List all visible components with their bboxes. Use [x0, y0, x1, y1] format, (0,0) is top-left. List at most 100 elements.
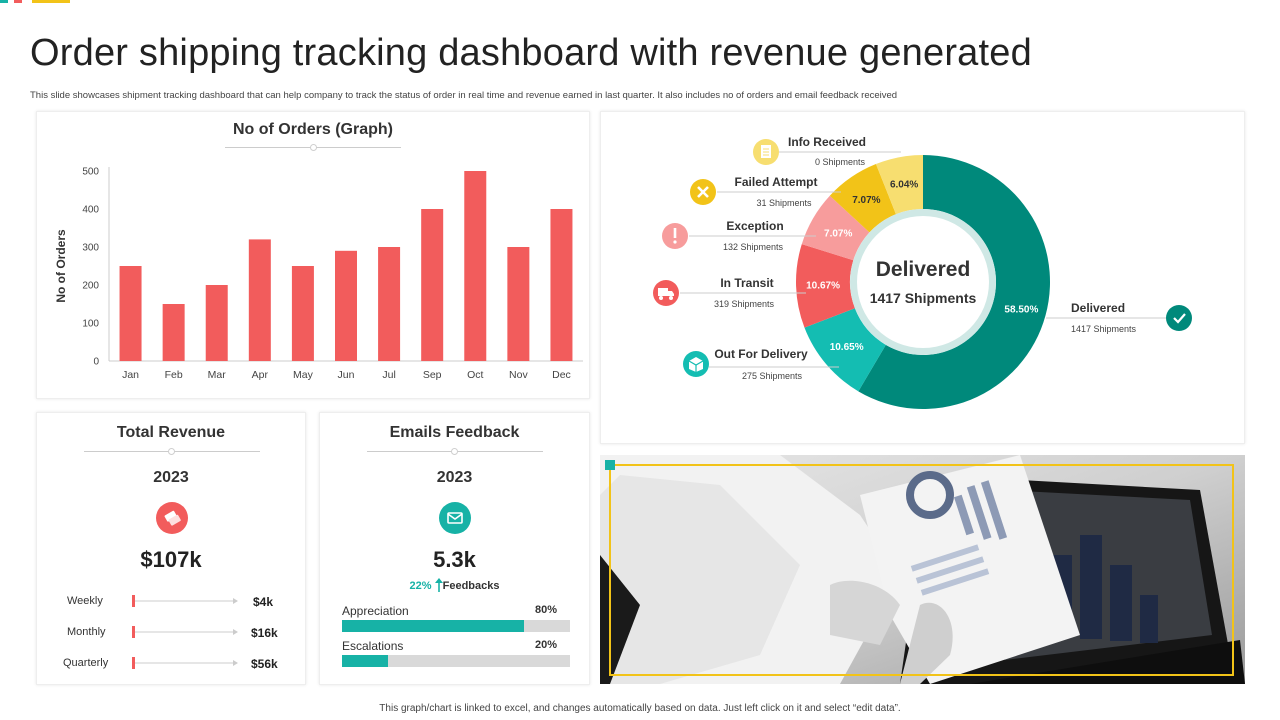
- up-arrow-icon: [434, 578, 443, 592]
- bar-apr[interactable]: [248, 239, 271, 361]
- donut-percent-label: 7.07%: [852, 195, 880, 206]
- callout-name: Failed Attempt: [735, 175, 818, 189]
- callout-shipments: 319 Shipments: [714, 299, 775, 309]
- donut-percent-label: 10.67%: [806, 281, 840, 292]
- page-subtitle: This slide showcases shipment tracking d…: [30, 90, 898, 101]
- bar-jun[interactable]: [335, 250, 357, 361]
- bar-nov[interactable]: [507, 247, 530, 361]
- bar-mar[interactable]: [205, 285, 228, 361]
- emails-year: 2023: [436, 469, 473, 486]
- feedback-growth-label: Feedbacks: [442, 580, 500, 592]
- donut-center: [857, 216, 989, 348]
- escalations-value: 20%: [535, 639, 558, 651]
- revenue-quarterly-value: $56k: [251, 657, 278, 671]
- bar-oct[interactable]: [464, 171, 487, 361]
- donut-percent-label: 10.65%: [830, 342, 864, 353]
- x-tick-label: Oct: [467, 369, 483, 381]
- bar-dec[interactable]: [550, 209, 573, 361]
- donut-slice-delivered[interactable]: [858, 155, 1050, 409]
- orders-bar-chart[interactable]: 0 100 200 300 400 500 No of Orders Jan Feb Mar Apr…: [37, 112, 591, 400]
- check-icon: [1166, 305, 1192, 331]
- revenue-monthly-label: Monthly: [67, 626, 106, 638]
- bar-may[interactable]: [291, 266, 314, 361]
- feedback-growth-value: 22%: [409, 580, 432, 592]
- revenue-title: Total Revenue: [116, 424, 226, 441]
- box-icon: [683, 351, 709, 377]
- callout-name: Out For Delivery: [714, 347, 808, 361]
- corner-accent-yellow: [32, 0, 70, 3]
- revenue-weekly-arrow: [132, 595, 238, 607]
- emails-total: 5.3k: [433, 547, 476, 572]
- feedback-growth: 22% Feedbacks: [320, 578, 589, 592]
- y-tick-label: 100: [82, 319, 99, 330]
- x-tick-label: Sep: [423, 369, 442, 381]
- appreciation-bar: [342, 620, 570, 632]
- x-tick-label: Feb: [165, 369, 183, 381]
- shipment-status-card[interactable]: Delivered 1417 Shipments 58.50% 10.65% 10.67…: [600, 111, 1245, 444]
- callout-shipments: 132 Shipments: [723, 242, 784, 252]
- corner-accent-red: [14, 0, 22, 3]
- bar-feb[interactable]: [162, 304, 185, 361]
- x-tick-label: Apr: [252, 369, 269, 381]
- corner-accent-teal: [0, 0, 8, 3]
- x-tick-label: Dec: [552, 369, 571, 381]
- shipment-donut-chart[interactable]: Delivered 1417 Shipments 58.50% 10.65% 10.67…: [601, 112, 1246, 445]
- emails-feedback-card[interactable]: Emails Feedback 2023 5.3k 22% Feedbacks …: [319, 412, 590, 685]
- orders-chart-card[interactable]: No of Orders (Graph) 0 100 200 300 400 500 No …: [36, 111, 590, 399]
- appreciation-bar-fill: [342, 620, 525, 632]
- donut-percent-label: 7.07%: [824, 228, 852, 239]
- x-tick-label: May: [293, 369, 314, 381]
- money-icon: [156, 502, 188, 534]
- dashboard-photo: [600, 455, 1245, 684]
- footer-note: This graph/chart is linked to excel, and…: [379, 703, 901, 714]
- bar-jul[interactable]: [378, 247, 401, 361]
- total-revenue-card[interactable]: Total Revenue 2023 $107k Weekly $4k Mont…: [36, 412, 306, 685]
- y-tick-label: 0: [93, 357, 99, 368]
- callout-name: Info Received: [788, 135, 866, 149]
- x-tick-label: Nov: [509, 369, 528, 381]
- bar-sep[interactable]: [421, 209, 444, 361]
- envelope-icon: [439, 502, 471, 534]
- bar-jan[interactable]: [119, 266, 142, 361]
- escalations-label: Escalations: [342, 639, 404, 653]
- callout-shipments: 0 Shipments: [815, 157, 866, 167]
- x-tick-label: Jul: [382, 369, 395, 381]
- escalations-bar: [342, 655, 570, 667]
- callout-shipments: 275 Shipments: [742, 371, 803, 381]
- callout-name: Delivered: [1071, 301, 1125, 315]
- x-tick-label: Jan: [122, 369, 139, 381]
- donut-slice-failed-attempt[interactable]: [829, 164, 896, 233]
- donut-slice-out-for-delivery[interactable]: [804, 308, 886, 392]
- x-tick-label: Mar: [208, 369, 227, 381]
- donut-center-title: Delivered: [876, 258, 971, 281]
- donut-slice-info-received[interactable]: [875, 155, 923, 215]
- title-divider-dot: [168, 448, 175, 455]
- revenue-quarterly-label: Quarterly: [63, 657, 109, 669]
- donut-slice-in-transit[interactable]: [796, 244, 855, 328]
- exclamation-icon: [662, 223, 688, 249]
- x-tick-label: Jun: [338, 369, 355, 381]
- y-tick-label: 300: [82, 243, 99, 254]
- document-icon: [753, 139, 779, 165]
- title-divider-dot: [451, 448, 458, 455]
- revenue-total: $107k: [140, 547, 202, 572]
- truck-icon: [653, 280, 679, 306]
- revenue-monthly-value: $16k: [251, 626, 278, 640]
- callout-shipments: 1417 Shipments: [1071, 324, 1137, 334]
- callout-shipments: 31 Shipments: [756, 198, 812, 208]
- donut-center-subtitle: 1417 Shipments: [870, 290, 977, 306]
- orders-chart-title: No of Orders (Graph): [232, 121, 393, 138]
- escalations-bar-fill: [342, 655, 388, 667]
- donut-slice-exception[interactable]: [801, 195, 870, 261]
- revenue-quarterly-arrow: [132, 657, 238, 669]
- revenue-weekly-label: Weekly: [67, 595, 103, 607]
- y-tick-label: 200: [82, 281, 99, 292]
- y-tick-label: 400: [82, 205, 99, 216]
- donut-percent-label: 6.04%: [890, 179, 918, 190]
- x-icon: [690, 179, 716, 205]
- emails-title: Emails Feedback: [389, 424, 520, 441]
- appreciation-value: 80%: [535, 604, 558, 616]
- revenue-weekly-value: $4k: [253, 595, 274, 609]
- appreciation-label: Appreciation: [342, 604, 409, 618]
- page-title: Order shipping tracking dashboard with r…: [30, 32, 1032, 74]
